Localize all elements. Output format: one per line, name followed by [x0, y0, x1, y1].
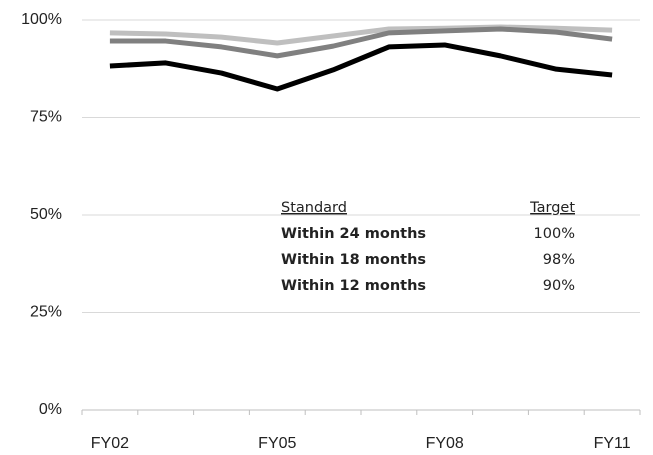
x-tick-label: FY02: [91, 435, 129, 452]
x-tick-label: FY11: [594, 435, 631, 452]
legend-label: Within 24 months: [281, 226, 426, 242]
target-label: 98%: [543, 252, 575, 268]
legend-header: Standard: [281, 200, 347, 216]
x-tick-label: FY08: [426, 435, 464, 452]
legend-label: Within 18 months: [281, 252, 426, 268]
y-tick-label: 100%: [21, 11, 62, 28]
y-tick-label: 25%: [30, 304, 62, 321]
target-label: 100%: [534, 226, 575, 242]
series-line: [109, 24, 613, 46]
y-tick-label: 75%: [30, 109, 62, 126]
legend-header: Target: [529, 200, 575, 216]
x-tick-label: FY05: [258, 435, 296, 452]
series-line: [109, 26, 613, 59]
y-tick-label: 50%: [30, 206, 62, 223]
target-label: 90%: [543, 278, 575, 294]
series-line: [109, 42, 613, 92]
legend-label: Within 12 months: [281, 278, 426, 294]
y-tick-label: 0%: [39, 401, 62, 418]
